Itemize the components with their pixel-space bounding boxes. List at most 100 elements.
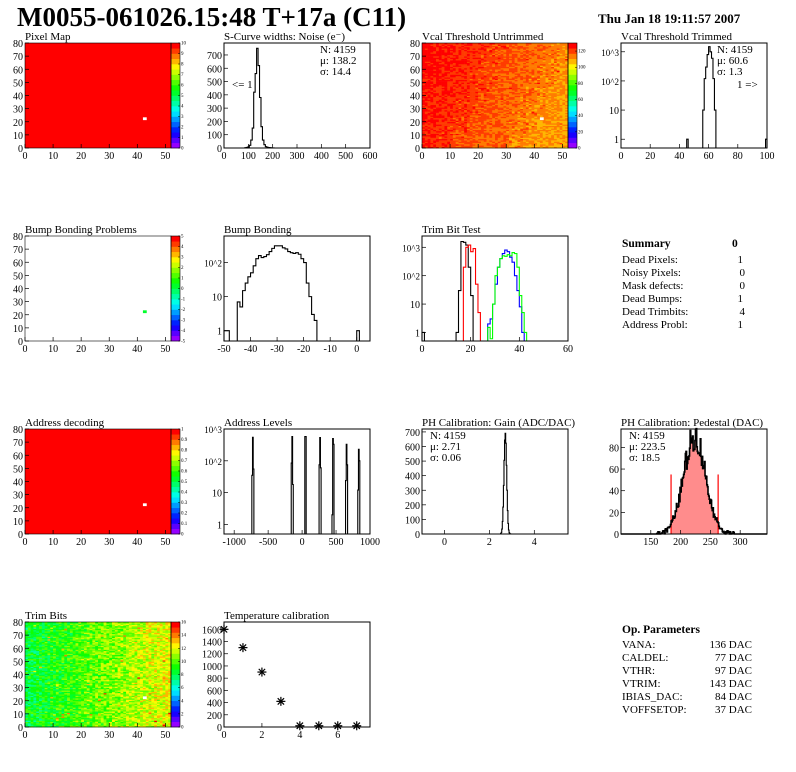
- heatmap-cell: [455, 102, 459, 104]
- heatmap-cell: [495, 64, 499, 66]
- colorbar-tick-label: 40: [578, 114, 584, 119]
- heatmap-cell: [545, 125, 549, 128]
- heatmap-cell: [503, 92, 507, 95]
- heatmap-cell: [528, 108, 532, 111]
- heatmap-cell: [458, 98, 462, 100]
- heatmap-cell: [450, 146, 454, 149]
- heatmap-cell: [506, 73, 510, 75]
- heatmap-cell: [27, 681, 31, 683]
- heatmap-cell: [534, 67, 538, 70]
- heatmap-cell: [534, 134, 538, 137]
- heatmap-cell: [537, 102, 541, 104]
- heatmap-cell: [430, 125, 434, 128]
- heatmap-cell: [444, 145, 448, 147]
- heatmap-cell: [562, 128, 566, 130]
- heatmap-cell: [461, 133, 465, 136]
- heatmap-cell: [424, 117, 428, 120]
- heatmap-cell: [424, 113, 428, 116]
- heatmap-cell: [466, 62, 471, 65]
- heatmap-cell: [520, 66, 524, 69]
- heatmap-cell: [537, 86, 541, 88]
- heatmap-cell: [424, 100, 428, 103]
- heatmap-cell: [469, 78, 473, 81]
- heatmap-cell: [489, 64, 493, 66]
- heatmap-cell: [450, 49, 454, 52]
- heatmap-cell: [511, 134, 515, 137]
- heatmap-cell: [483, 109, 487, 112]
- heatmap-cell: [422, 46, 426, 49]
- heatmap-cell: [565, 108, 569, 111]
- heatmap-cell: [551, 108, 555, 111]
- heatmap-cell: [495, 62, 499, 65]
- heatmap-cell: [25, 702, 29, 704]
- heatmap-cell: [424, 107, 428, 109]
- heatmap-cell: [480, 71, 485, 74]
- colorbar-tick-label: 60: [578, 98, 584, 103]
- heatmap-cell: [422, 141, 426, 144]
- heatmap-cell: [523, 129, 527, 132]
- heatmap-cell: [520, 73, 524, 75]
- heatmap-cell: [500, 79, 504, 82]
- heatmap-cell: [492, 90, 496, 92]
- heatmap-cell: [458, 75, 462, 78]
- heatmap-cell: [452, 77, 456, 79]
- heatmap-cell: [438, 81, 442, 83]
- heatmap-cell: [500, 130, 504, 133]
- heatmap-cell: [525, 95, 529, 98]
- heatmap-cell: [548, 132, 552, 134]
- heatmap-cell: [514, 127, 518, 129]
- heatmap-cell: [545, 134, 549, 137]
- heatmap-cell: [455, 127, 459, 129]
- heatmap-cell: [455, 66, 459, 69]
- heatmap-cell: [545, 85, 549, 87]
- heatmap-cell: [525, 73, 529, 75]
- heatmap-cell: [480, 85, 485, 87]
- heatmap-cell: [495, 141, 499, 144]
- heatmap-cell: [511, 129, 515, 132]
- heatmap-cell: [27, 682, 31, 684]
- heatmap-cell: [433, 142, 437, 145]
- heatmap-cell: [542, 50, 546, 53]
- heatmap-cell: [514, 113, 518, 116]
- heatmap-cell: [559, 104, 563, 107]
- heatmap-cell: [525, 146, 529, 149]
- heatmap-cell: [542, 44, 546, 46]
- heatmap-cell: [520, 43, 524, 45]
- heatmap-cell: [548, 83, 552, 86]
- heatmap-cell: [30, 627, 34, 629]
- heatmap-cell: [469, 96, 473, 99]
- heatmap-cell: [534, 113, 538, 116]
- heatmap-cell: [427, 56, 431, 58]
- heatmap-cell: [525, 133, 529, 136]
- heatmap-cell: [441, 128, 445, 130]
- heatmap-cell: [523, 54, 527, 57]
- heatmap-cell: [517, 102, 521, 104]
- heatmap-cell: [436, 44, 440, 46]
- heatmap-cell: [565, 116, 569, 119]
- heatmap-cell: [438, 123, 442, 125]
- heatmap-cell: [450, 57, 454, 60]
- heatmap-cell: [520, 95, 524, 98]
- heatmap-cell: [458, 106, 462, 108]
- heatmap-cell: [472, 96, 476, 99]
- heatmap-cell: [553, 138, 558, 141]
- heatmap-cell: [424, 92, 428, 95]
- colorbar-band: [171, 481, 180, 488]
- heatmap-cell: [464, 62, 468, 65]
- heatmap-cell: [497, 77, 501, 79]
- heatmap-cell: [483, 108, 487, 111]
- heatmap-cell: [424, 77, 428, 79]
- heatmap-cell: [548, 130, 552, 133]
- heatmap-cell: [503, 125, 507, 128]
- heatmap-cell: [430, 91, 434, 94]
- heatmap-cell: [30, 694, 34, 696]
- heatmap-cell: [553, 102, 558, 104]
- heatmap-cell: [430, 82, 434, 84]
- heatmap-cell: [511, 95, 515, 98]
- heatmap-cell: [537, 46, 541, 49]
- heatmap-cell: [514, 130, 518, 133]
- heatmap-cell: [514, 61, 518, 63]
- heatmap-cell: [551, 109, 555, 112]
- colorbar-band: [568, 121, 577, 128]
